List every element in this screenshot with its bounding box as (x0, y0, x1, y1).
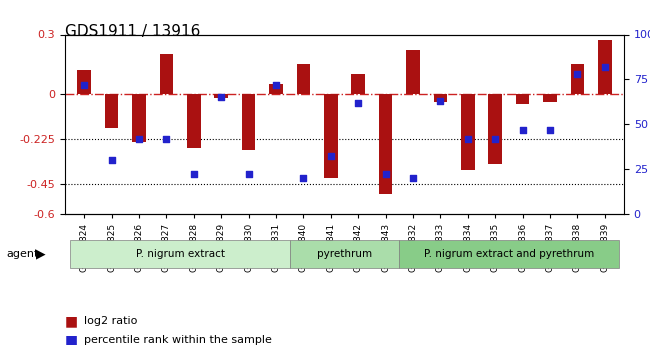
Text: P. nigrum extract: P. nigrum extract (136, 249, 225, 258)
Bar (598, 40, 612, 94)
Text: percentile rank within the sample: percentile rank within the sample (84, 335, 272, 345)
Point (436, 98, 446, 104)
Point (599, 64, 610, 70)
Point (545, 127, 555, 132)
Point (161, 136, 172, 141)
Point (134, 136, 144, 141)
Text: GDS1911 / 13916: GDS1911 / 13916 (65, 24, 200, 39)
Bar (159, 55, 174, 94)
Text: ▶: ▶ (36, 247, 46, 260)
Bar (214, 94, 228, 98)
Bar (296, 65, 310, 94)
Text: pyrethrum: pyrethrum (317, 249, 372, 258)
Bar (571, 65, 584, 94)
Bar (406, 50, 420, 94)
FancyBboxPatch shape (290, 239, 399, 268)
Bar (105, 94, 118, 128)
Bar (434, 94, 447, 102)
Point (380, 172, 391, 177)
Point (463, 136, 473, 141)
Bar (461, 94, 474, 170)
Bar (242, 94, 255, 150)
FancyBboxPatch shape (70, 239, 290, 268)
Point (326, 154, 336, 159)
Bar (269, 84, 283, 94)
Point (243, 172, 254, 177)
Text: ■: ■ (65, 333, 78, 345)
Point (107, 157, 117, 163)
Point (517, 127, 528, 132)
FancyBboxPatch shape (399, 239, 619, 268)
Text: P. nigrum extract and pyrethrum: P. nigrum extract and pyrethrum (424, 249, 594, 258)
Text: agent: agent (6, 249, 39, 258)
Bar (77, 70, 91, 94)
Point (216, 95, 226, 100)
Point (353, 100, 363, 106)
Point (271, 82, 281, 88)
Point (188, 172, 199, 177)
Bar (352, 75, 365, 94)
Text: ■: ■ (65, 314, 78, 328)
Bar (187, 94, 201, 148)
Bar (488, 94, 502, 164)
Bar (132, 94, 146, 142)
Point (79, 82, 90, 88)
Bar (379, 94, 393, 194)
Point (298, 175, 309, 181)
Bar (515, 94, 530, 104)
Point (572, 71, 582, 77)
Bar (324, 94, 337, 178)
Point (408, 175, 418, 181)
Text: log2 ratio: log2 ratio (84, 316, 138, 326)
Bar (543, 94, 557, 102)
Point (490, 136, 501, 141)
